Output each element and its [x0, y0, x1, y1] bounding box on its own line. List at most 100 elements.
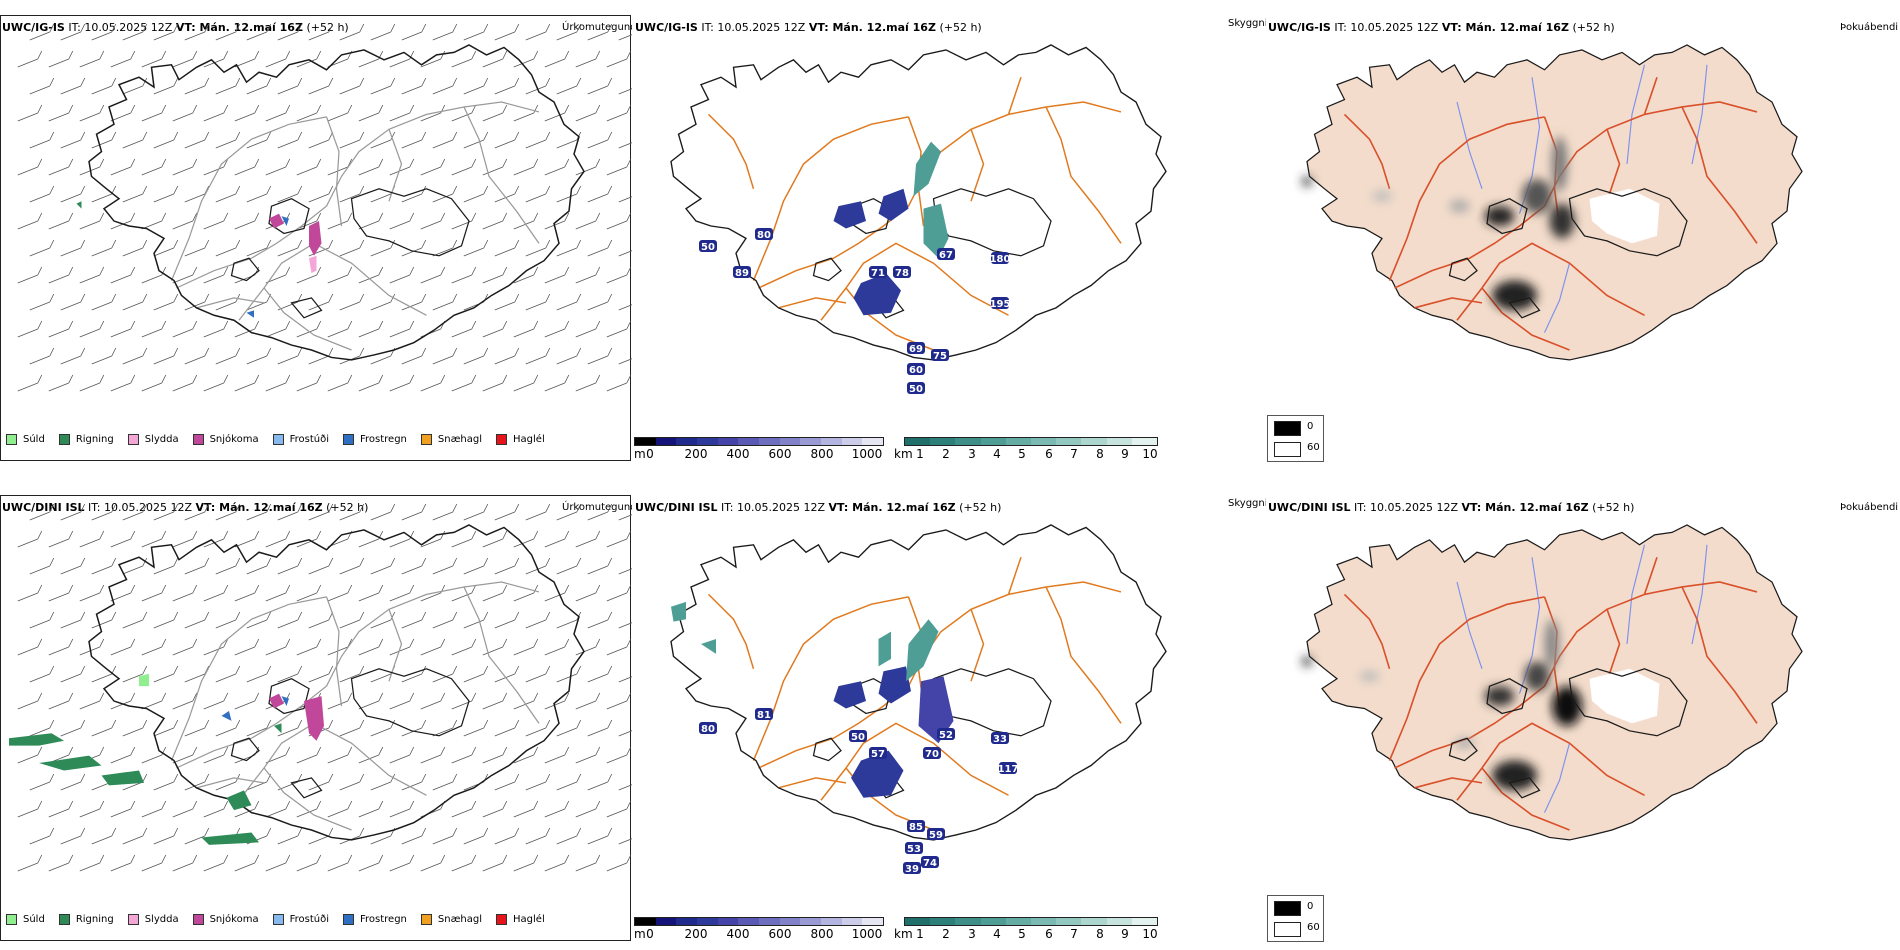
init-time: IT: 10.05.2025 12Z	[701, 21, 806, 34]
wind-barb	[339, 239, 365, 257]
wind-barb	[48, 692, 74, 710]
wind-barb	[141, 530, 167, 548]
wind-barb	[401, 503, 427, 521]
legend-swatch	[6, 434, 17, 445]
fog-legend-swatch	[1274, 901, 1301, 916]
colorbar-tick: 3	[968, 447, 976, 461]
legend-swatch	[127, 914, 139, 925]
cloud-base-label: 60	[909, 365, 923, 376]
colorbar-tick: 6	[1045, 447, 1053, 461]
wind-barb	[184, 239, 210, 257]
colorbar-tick: 10	[1142, 927, 1158, 941]
cloud-base-label: 69	[909, 344, 923, 355]
wind-barb	[29, 77, 55, 95]
rain-area	[201, 832, 259, 845]
freezing-rain-area	[221, 710, 232, 721]
wind-barb	[339, 131, 365, 149]
colorbar-tick: 600	[768, 447, 792, 461]
wind-barb	[308, 23, 334, 41]
wind-barb	[401, 719, 427, 737]
wind-barb	[525, 827, 551, 845]
wind-barb	[420, 212, 446, 230]
wind-barb	[122, 719, 148, 737]
legend-swatch	[343, 914, 354, 925]
wind-barb	[234, 530, 260, 548]
legend-label: Rigning	[75, 434, 114, 445]
wind-barb	[17, 854, 43, 872]
wind-barb	[141, 104, 167, 122]
colorbar-cell	[905, 918, 931, 925]
wind-barb	[29, 719, 55, 737]
wind-barb	[606, 374, 632, 392]
road-network	[707, 556, 1122, 831]
wind-barb	[215, 557, 241, 575]
wind-barb	[110, 158, 136, 176]
wind-barb	[432, 347, 458, 365]
legend-swatch	[58, 434, 70, 445]
colorbar-cell	[862, 918, 884, 925]
snow-area	[304, 696, 324, 741]
wind-barb	[358, 800, 384, 818]
wind-barb	[482, 158, 508, 176]
road-network	[707, 76, 1122, 351]
wind-barb	[327, 266, 353, 284]
wind-barb	[463, 293, 489, 311]
wind-barb	[60, 611, 86, 629]
wind-barb	[525, 557, 551, 575]
colorbar-cell	[738, 438, 760, 445]
fog-legend: 0 60	[1267, 415, 1324, 462]
wind-barb	[618, 34, 632, 41]
colorbar-cell	[841, 438, 863, 445]
wind-barb	[451, 158, 477, 176]
legend-swatch	[6, 914, 17, 925]
wind-barb	[358, 266, 384, 284]
model-name: UWC/DINI ISL	[635, 501, 718, 514]
wind-barb	[17, 638, 43, 656]
wind-barb	[618, 196, 632, 203]
wind-barb	[401, 611, 427, 629]
colorbar-cell	[635, 918, 656, 925]
wind-barb	[525, 77, 551, 95]
cloud-base-badge	[869, 266, 887, 278]
panel-title-fog: Þokuábendi	[1840, 22, 1899, 33]
wind-barb	[122, 131, 148, 149]
wind-barb	[277, 503, 303, 521]
init-time: IT: 10.05.2025 12Z	[1354, 501, 1459, 514]
cloud-base-badge	[991, 297, 1009, 309]
legend-label: Frostregn	[360, 434, 407, 445]
cloud-base-label: 74	[923, 858, 937, 869]
wind-barb	[29, 131, 55, 149]
wind-barb	[575, 374, 601, 392]
rain-area	[274, 723, 282, 734]
wind-barb	[482, 530, 508, 548]
wind-barb	[153, 719, 179, 737]
wind-barb	[79, 320, 105, 338]
wind-barb	[556, 347, 582, 365]
wind-barb	[277, 293, 303, 311]
wind-barb	[153, 77, 179, 95]
wind-barb	[29, 185, 55, 203]
cloud-base-badge	[907, 820, 925, 832]
forecast-row-ig: UWC/IG-IS IT: 10.05.2025 12Z VT: Mán. 12…	[0, 0, 1900, 465]
wind-barb	[296, 266, 322, 284]
wind-barb	[172, 158, 198, 176]
wind-barb	[203, 158, 229, 176]
wind-barb	[172, 530, 198, 548]
wind-barb	[277, 131, 303, 149]
wind-barb	[48, 638, 74, 656]
wind-barb	[141, 854, 167, 872]
wind-barb	[606, 530, 632, 548]
wind-barb	[432, 773, 458, 791]
wind-barb	[494, 827, 520, 845]
ceiling-colorbar: m 0 200 400 600 800 1000	[634, 434, 884, 464]
wind-barb	[60, 827, 86, 845]
wind-barb	[296, 50, 322, 68]
legend-swatch	[192, 914, 204, 925]
cloud-base-badge	[999, 762, 1017, 774]
wind-barb	[215, 665, 241, 683]
wind-barb	[463, 77, 489, 95]
wind-barb	[203, 320, 229, 338]
cloud-base-badge	[905, 842, 923, 854]
wind-barb	[265, 530, 291, 548]
wind-barb	[29, 239, 55, 257]
